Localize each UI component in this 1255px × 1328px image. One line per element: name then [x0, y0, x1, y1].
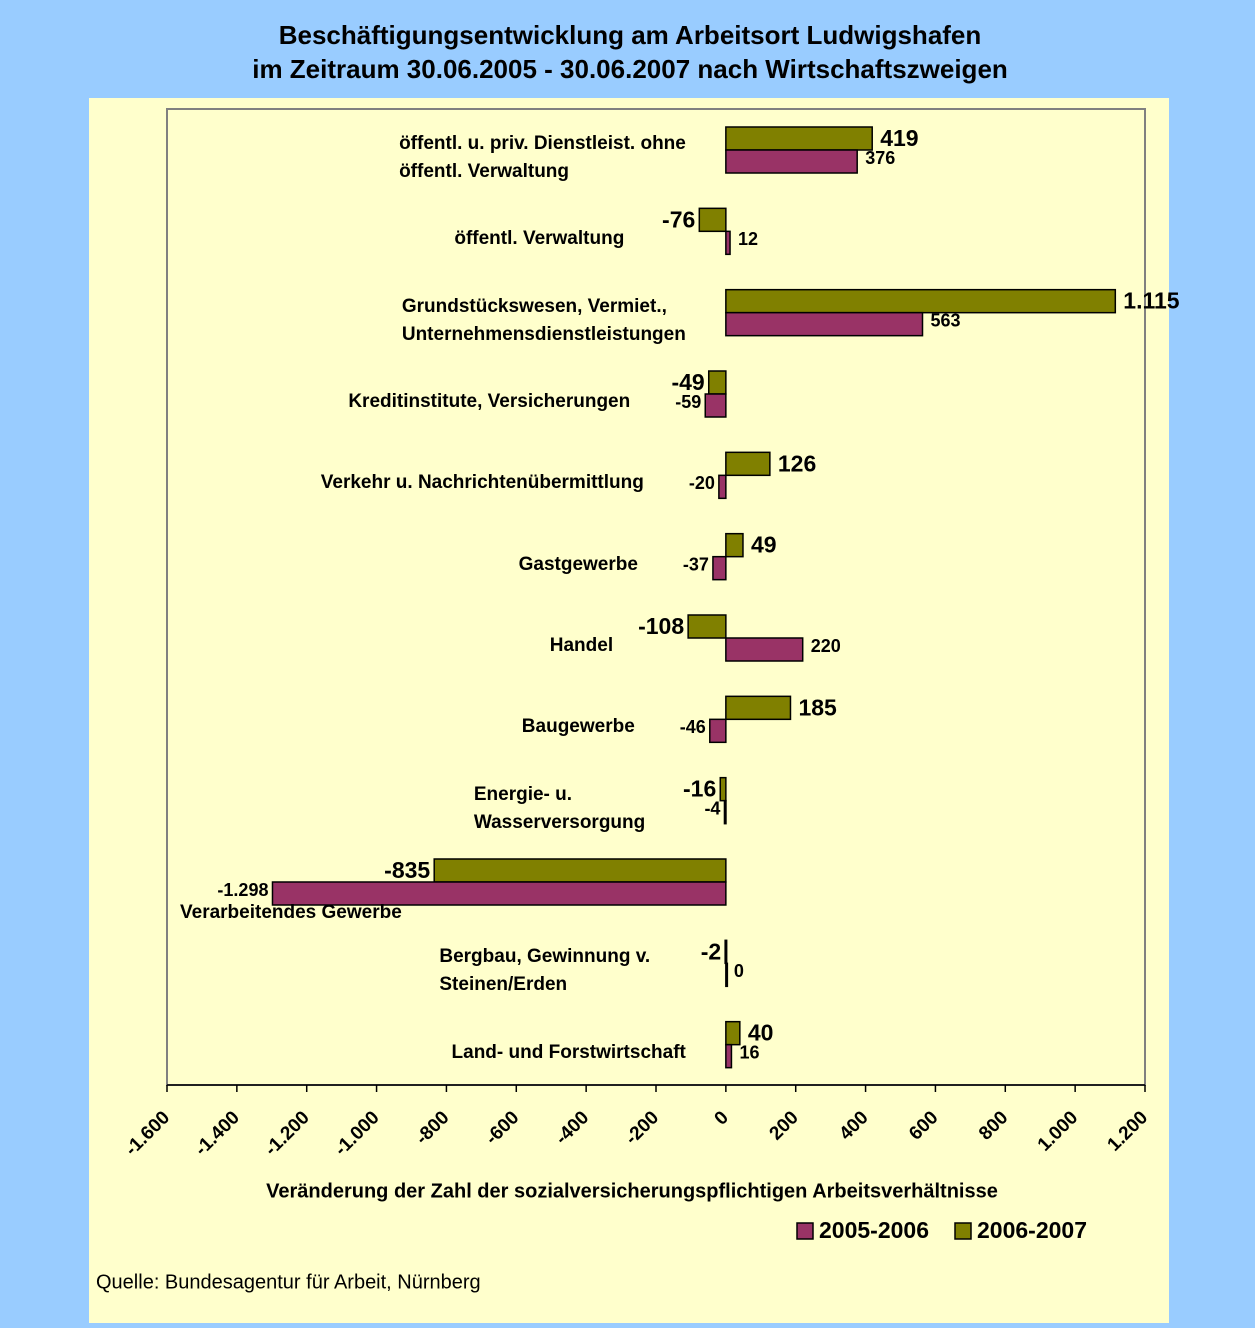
bar — [725, 1020, 741, 1046]
legend-swatch — [796, 1222, 814, 1240]
value-label: -46 — [680, 717, 706, 737]
category-label: Verarbeitendes Gewerbe — [180, 902, 402, 923]
category-box: Handel — [549, 635, 614, 656]
bar — [698, 207, 727, 233]
category-box: Bergbau, Gewinnung v. Steinen/Erden — [439, 946, 651, 996]
category-label: Grundstückswesen, Vermiet., Unternehmens… — [401, 295, 686, 345]
bar — [725, 230, 731, 256]
bar — [687, 614, 727, 639]
legend-swatch — [954, 1222, 972, 1240]
category-label: Energie- u. Wasserversorgung — [473, 783, 646, 833]
bar — [704, 393, 727, 418]
bar — [718, 474, 727, 500]
category-label: Handel — [549, 635, 614, 656]
bar — [725, 451, 771, 477]
bar — [725, 1043, 733, 1069]
value-label: -1.298 — [217, 880, 268, 900]
category-box: öffentl. u. priv. Dienstleist. ohne öffe… — [399, 133, 686, 182]
bar — [725, 311, 924, 337]
value-label: 126 — [778, 450, 816, 476]
bar — [725, 149, 858, 174]
category-box: Grundstückswesen, Vermiet., Unternehmens… — [401, 295, 686, 345]
bar — [724, 939, 728, 965]
chart-title: Beschäftigungsentwicklung am Arbeitsort … — [252, 20, 1008, 84]
bar — [725, 532, 744, 558]
bar — [725, 288, 1117, 314]
x-axis-label: Veränderung der Zahl der sozialversicher… — [266, 1180, 998, 1202]
category-label: Gastgewerbe — [518, 553, 638, 575]
category-label: Land- und Forstwirtschaft — [451, 1041, 686, 1063]
category-label: Baugewerbe — [521, 716, 635, 738]
bar — [712, 555, 727, 581]
bar — [719, 776, 727, 802]
value-label: 40 — [748, 1020, 774, 1046]
value-label: -20 — [689, 473, 715, 493]
source: Quelle: Bundesagentur für Arbeit, Nürnbe… — [96, 1271, 481, 1293]
value-label: -37 — [683, 554, 709, 574]
category-box: öffentl. Verwaltung — [454, 228, 625, 250]
value-label: 0 — [734, 961, 744, 981]
category-label: Kreditinstitute, Versicherungen — [348, 391, 631, 412]
title-box: Beschäftigungsentwicklung am Arbeitsort … — [252, 20, 1008, 84]
value-label: -49 — [671, 369, 704, 395]
category-box: Verarbeitendes Gewerbe — [180, 902, 402, 923]
legend-label: 2005-2006 — [819, 1217, 929, 1243]
category-label: Bergbau, Gewinnung v. Steinen/Erden — [439, 946, 651, 996]
category-box: Kreditinstitute, Versicherungen — [348, 391, 631, 412]
category-box: Energie- u. Wasserversorgung — [473, 783, 646, 833]
category-label: öffentl. u. priv. Dienstleist. ohne öffe… — [399, 133, 686, 182]
value-label: -4 — [704, 798, 720, 818]
value-label: 220 — [811, 636, 841, 656]
value-label: 185 — [798, 694, 837, 720]
category-box: Verkehr u. Nachrichtenübermittlung — [320, 472, 644, 494]
bar — [725, 637, 804, 662]
value-label: 16 — [739, 1042, 759, 1062]
bar — [709, 718, 727, 744]
bar — [271, 881, 727, 906]
legend-label: 2006-2007 — [977, 1217, 1087, 1243]
bar — [725, 695, 792, 721]
category-label: öffentl. Verwaltung — [454, 228, 625, 250]
value-label: 419 — [880, 125, 918, 151]
value-label: -76 — [662, 206, 695, 232]
value-label: 49 — [751, 532, 777, 558]
value-label: -59 — [675, 392, 701, 412]
value-label: 563 — [931, 310, 961, 330]
category-box: Land- und Forstwirtschaft — [451, 1041, 686, 1063]
value-label: -16 — [683, 776, 716, 802]
value-label: -108 — [638, 613, 684, 639]
category-box: Baugewerbe — [521, 716, 635, 738]
bar — [725, 126, 873, 151]
category-box: Gastgewerbe — [518, 553, 638, 575]
value-label: 12 — [738, 229, 758, 249]
bar — [725, 962, 729, 988]
bar — [723, 799, 727, 825]
bar — [707, 370, 727, 395]
value-label: -835 — [384, 857, 430, 883]
category-label: Verkehr u. Nachrichtenübermittlung — [320, 472, 644, 494]
value-label: 1.115 — [1123, 288, 1179, 314]
value-label: 376 — [865, 148, 895, 168]
value-label: -2 — [701, 938, 721, 964]
bar — [433, 858, 727, 883]
